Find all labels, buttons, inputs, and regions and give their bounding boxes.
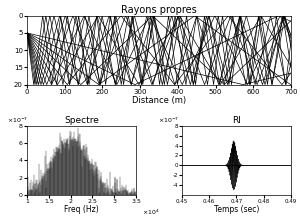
Title: RI: RI <box>232 116 241 125</box>
X-axis label: Freq (Hz): Freq (Hz) <box>64 205 99 214</box>
X-axis label: Distance (m): Distance (m) <box>132 96 186 105</box>
Text: $\times10^{4}$: $\times10^{4}$ <box>142 207 159 217</box>
Title: Rayons propres: Rayons propres <box>121 5 197 15</box>
Text: $\times10^{-7}$: $\times10^{-7}$ <box>8 115 29 125</box>
X-axis label: Temps (sec): Temps (sec) <box>214 205 259 214</box>
Text: $\times10^{-7}$: $\times10^{-7}$ <box>158 115 179 125</box>
Title: Spectre: Spectre <box>64 116 99 125</box>
